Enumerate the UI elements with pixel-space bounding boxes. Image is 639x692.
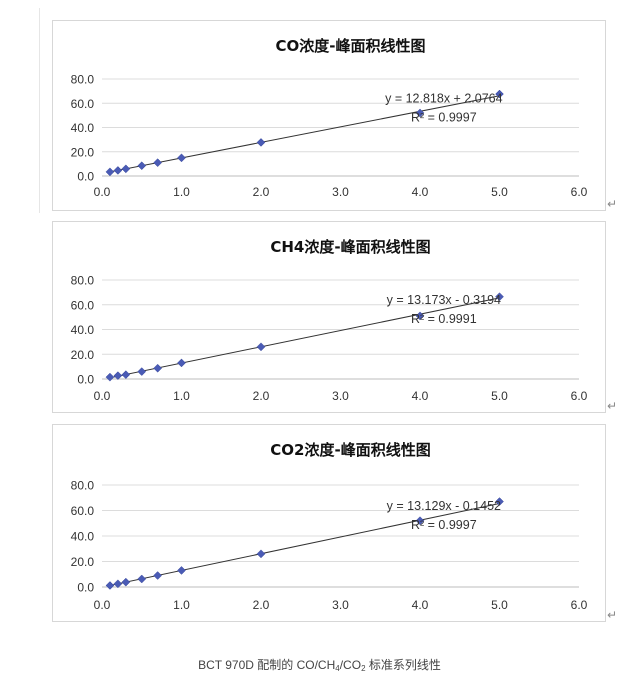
- y-tick-label: 80.0: [71, 479, 95, 493]
- x-tick-label: 1.0: [173, 389, 190, 403]
- x-tick-label: 2.0: [253, 598, 270, 612]
- data-point: [137, 161, 147, 171]
- x-tick-label: 6.0: [571, 389, 588, 403]
- x-tick-label: 6.0: [571, 598, 588, 612]
- y-tick-label: 40.0: [71, 121, 95, 135]
- data-point: [113, 166, 123, 175]
- trendline: [109, 502, 500, 587]
- y-tick-label: 20.0: [71, 555, 95, 569]
- x-tick-label: 3.0: [332, 389, 349, 403]
- caption-suffix: 标准系列线性: [365, 658, 441, 672]
- page-margin-rule: [39, 8, 40, 213]
- x-tick-label: 5.0: [491, 598, 508, 612]
- data-point: [177, 153, 186, 163]
- chart-ch4-svg: CH4浓度-峰面积线性图 0.0 20.0 40.0 60.0 80.0 0.0 1.0 2.0…: [71, 238, 588, 403]
- data-point: [415, 311, 425, 321]
- x-tick-label: 2.0: [253, 389, 270, 403]
- r-squared-label: R² = 0.9997: [411, 111, 477, 125]
- x-tick-label: 4.0: [412, 185, 429, 199]
- data-point: [105, 167, 115, 177]
- return-mark: ↵: [607, 197, 618, 211]
- x-tick-label: 3.0: [332, 185, 349, 199]
- figure-caption: BCT 970D 配制的 CO/CH4/CO2 标准系列线性: [0, 656, 639, 673]
- x-tick-label: 3.0: [332, 598, 349, 612]
- y-tick-label: 80.0: [71, 274, 95, 288]
- data-point: [121, 577, 131, 587]
- x-tick-label: 5.0: [491, 389, 508, 403]
- x-tick-label: 0.0: [94, 185, 111, 199]
- data-point: [177, 566, 186, 575]
- y-tick-label: 0.0: [77, 170, 94, 184]
- y-tick-label: 80.0: [71, 73, 95, 87]
- r-squared-label: R² = 0.9991: [411, 312, 477, 326]
- trendline: [109, 297, 500, 379]
- return-mark: ↵: [607, 608, 618, 622]
- y-tick-label: 60.0: [71, 504, 95, 518]
- data-point: [113, 579, 123, 589]
- r-squared-label: R² = 0.9997: [411, 518, 477, 532]
- data-point: [137, 574, 147, 584]
- y-tick-label: 60.0: [71, 97, 95, 111]
- chart-title: CH4浓度-峰面积线性图: [270, 238, 430, 256]
- data-point: [177, 358, 186, 368]
- data-point: [137, 367, 147, 376]
- y-tick-label: 0.0: [77, 581, 94, 595]
- trendline-equation: y = 13.173x - 0.3194: [387, 293, 501, 307]
- caption-middle: /CO: [339, 658, 362, 672]
- return-mark: ↵: [607, 399, 618, 413]
- data-point: [153, 363, 163, 373]
- data-point: [153, 158, 163, 168]
- data-point: [105, 372, 115, 382]
- chart-co: CO浓度-峰面积线性图 0.0 20.0 40.0 60.0 80.0 0.0 1.0 2.0 3…: [52, 20, 606, 211]
- chart-co-svg: CO浓度-峰面积线性图 0.0 20.0 40.0 60.0 80.0 0.0 1.0 2.0 3…: [71, 37, 588, 199]
- caption-sub-4: 4: [335, 664, 340, 673]
- caption-sub-2: 2: [361, 664, 366, 673]
- trendline-equation: y = 12.818x + 2.0764: [385, 92, 503, 106]
- y-tick-label: 40.0: [71, 530, 95, 544]
- x-tick-label: 5.0: [491, 185, 508, 199]
- x-tick-label: 4.0: [412, 389, 429, 403]
- y-tick-label: 20.0: [71, 348, 95, 362]
- y-tick-label: 0.0: [77, 373, 94, 387]
- x-tick-label: 4.0: [412, 598, 429, 612]
- x-tick-label: 0.0: [94, 598, 111, 612]
- data-point: [256, 138, 266, 147]
- data-point: [113, 371, 123, 381]
- x-tick-label: 1.0: [173, 598, 190, 612]
- chart-title: CO2浓度-峰面积线性图: [270, 441, 430, 459]
- data-point: [495, 89, 504, 99]
- chart-co2-svg: CO2浓度-峰面积线性图 0.0 20.0 40.0 60.0 80.0 0.0 1.0 2.0…: [71, 441, 588, 612]
- data-point: [495, 292, 504, 302]
- chart-co2: CO2浓度-峰面积线性图 0.0 20.0 40.0 60.0 80.0 0.0 1.0 2.0…: [52, 424, 606, 622]
- data-point: [415, 108, 425, 118]
- trendline-equation: y = 13.129x - 0.1452: [387, 499, 501, 513]
- caption-prefix: BCT 970D 配制的 CO/CH: [198, 658, 336, 672]
- data-point: [256, 549, 266, 559]
- chart-title: CO浓度-峰面积线性图: [276, 37, 426, 55]
- trendline: [109, 95, 500, 173]
- data-point: [153, 571, 163, 580]
- data-point: [256, 342, 266, 352]
- data-point: [415, 516, 425, 526]
- y-tick-label: 20.0: [71, 145, 95, 159]
- data-point: [495, 497, 504, 506]
- chart-ch4: CH4浓度-峰面积线性图 0.0 20.0 40.0 60.0 80.0 0.0 1.0 2.0…: [52, 221, 606, 413]
- data-point: [121, 164, 131, 174]
- x-tick-label: 0.0: [94, 389, 111, 403]
- data-point: [121, 370, 131, 380]
- y-tick-label: 60.0: [71, 298, 95, 312]
- y-tick-label: 40.0: [71, 323, 95, 337]
- x-tick-label: 6.0: [571, 185, 588, 199]
- x-tick-label: 2.0: [253, 185, 270, 199]
- data-point: [105, 581, 115, 590]
- x-tick-label: 1.0: [173, 185, 190, 199]
